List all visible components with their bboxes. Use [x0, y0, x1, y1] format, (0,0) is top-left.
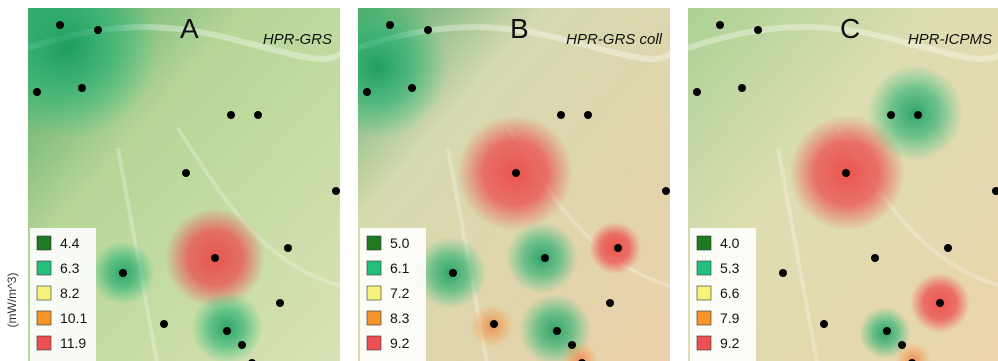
legend: 4.4 6.3 8.2 10.1 11.9 — [30, 228, 96, 361]
map-layer — [28, 8, 340, 361]
sample-point — [662, 187, 670, 195]
legend-label: 8.3 — [390, 310, 410, 326]
sample-point — [182, 169, 190, 177]
sample-point — [898, 341, 906, 349]
sample-point — [254, 111, 262, 119]
sample-point — [754, 26, 762, 34]
legend-swatch — [696, 285, 712, 301]
anomaly — [358, 8, 448, 138]
panel-letter: A — [180, 13, 199, 44]
legend-swatch — [366, 235, 382, 251]
sample-point — [541, 254, 549, 262]
sample-point — [33, 88, 41, 96]
sample-point — [779, 269, 787, 277]
panel-title: HPR-GRS coll — [566, 31, 663, 48]
map-panel: C HPR-ICPMS 4.0 5.3 6.6 7.9 9.2 — [688, 8, 998, 361]
sample-point — [449, 269, 457, 277]
sample-point — [914, 111, 922, 119]
legend-swatch — [366, 310, 382, 326]
anomaly — [191, 292, 263, 361]
sample-point — [424, 26, 432, 34]
legend-label: 5.0 — [390, 235, 410, 251]
legend-label: 5.3 — [720, 260, 740, 276]
sample-point — [78, 84, 86, 92]
sample-point — [94, 26, 102, 34]
sample-point — [223, 327, 231, 335]
legend-swatch — [366, 260, 382, 276]
legend-label: 7.9 — [720, 310, 740, 326]
sample-point — [56, 21, 64, 29]
anomaly — [28, 8, 158, 138]
sample-point — [553, 327, 561, 335]
sample-point — [284, 244, 292, 252]
sample-point — [363, 88, 371, 96]
sample-point — [887, 111, 895, 119]
legend-label: 7.2 — [390, 285, 410, 301]
sample-point — [716, 21, 724, 29]
sample-point — [584, 111, 592, 119]
sample-point — [408, 84, 416, 92]
legend-swatch — [696, 235, 712, 251]
legend-label: 6.3 — [60, 260, 80, 276]
sample-point — [386, 21, 394, 29]
unit-label: (mW/m^3) — [5, 273, 19, 328]
legend-label: 9.2 — [390, 335, 410, 351]
sample-point — [227, 111, 235, 119]
panel-letter: B — [510, 13, 529, 44]
legend-label: 9.2 — [720, 335, 740, 351]
sample-point — [557, 111, 565, 119]
sample-point — [490, 320, 498, 328]
panel-title: HPR-GRS — [263, 31, 332, 48]
sample-point — [606, 299, 614, 307]
legend-swatch — [696, 310, 712, 326]
legend-swatch — [366, 335, 382, 351]
sample-point — [211, 254, 219, 262]
sample-point — [944, 244, 952, 252]
sample-point — [738, 84, 746, 92]
legend-label: 6.1 — [390, 260, 410, 276]
legend-label: 4.0 — [720, 235, 740, 251]
sample-point — [820, 320, 828, 328]
legend-swatch — [36, 235, 52, 251]
sample-point — [332, 187, 340, 195]
legend-label: 10.1 — [60, 310, 87, 326]
sample-point — [614, 244, 622, 252]
sample-point — [936, 299, 944, 307]
legend-swatch — [36, 310, 52, 326]
sample-point — [883, 327, 891, 335]
sample-point — [842, 169, 850, 177]
legend-swatch — [696, 335, 712, 351]
legend-swatch — [36, 260, 52, 276]
map-panel: A HPR-GRS 4.4 6.3 8.2 10.1 11.9 — [28, 8, 340, 361]
sample-point — [512, 169, 520, 177]
sample-point — [568, 341, 576, 349]
sample-point — [871, 254, 879, 262]
sample-point — [992, 187, 998, 195]
legend-label: 6.6 — [720, 285, 740, 301]
sample-point — [119, 269, 127, 277]
legend-swatch — [696, 260, 712, 276]
sample-point — [276, 299, 284, 307]
legend-swatch — [366, 285, 382, 301]
legend: 5.0 6.1 7.2 8.3 9.2 — [360, 228, 426, 361]
sample-point — [693, 88, 701, 96]
legend: 4.0 5.3 6.6 7.9 9.2 — [690, 228, 756, 361]
panel-letter: C — [840, 13, 860, 44]
legend-label: 11.9 — [60, 335, 86, 351]
sample-point — [238, 341, 246, 349]
map-panel: B HPR-GRS coll 5.0 6.1 7.2 8.3 9.2 — [358, 8, 670, 361]
legend-label: 8.2 — [60, 285, 80, 301]
map-layer — [358, 8, 670, 361]
legend-swatch — [36, 285, 52, 301]
legend-swatch — [36, 335, 52, 351]
legend-label: 4.4 — [60, 235, 80, 251]
sample-point — [160, 320, 168, 328]
terrain-ridge — [688, 24, 998, 62]
panel-title: HPR-ICPMS — [908, 31, 992, 48]
